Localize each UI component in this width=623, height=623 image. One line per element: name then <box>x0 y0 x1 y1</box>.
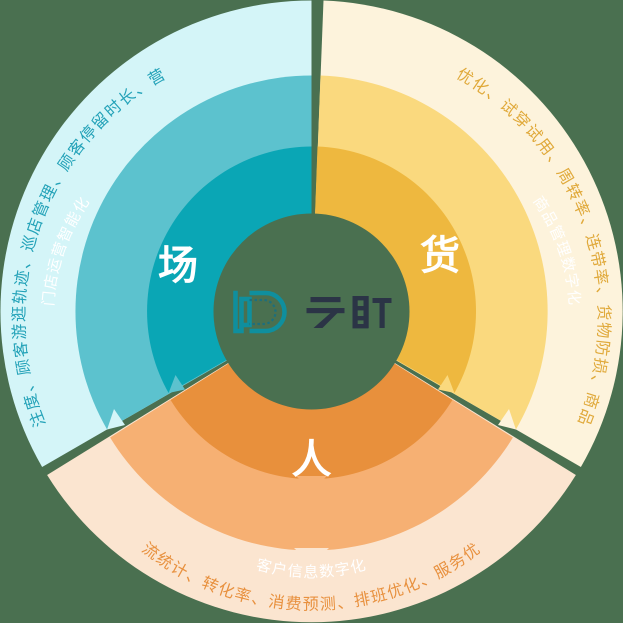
sector-huo-notch-inner <box>438 375 455 393</box>
sector-chang-label: 场 <box>158 243 198 289</box>
sector-ren-notch-outer <box>294 548 329 565</box>
sector-huo-label: 货 <box>420 233 460 279</box>
sector-ren-label: 人 <box>292 437 332 483</box>
sector-ren-notch-inner <box>296 476 327 491</box>
sector-huo-notch-outer <box>498 409 516 430</box>
sector-chang-notch-outer <box>107 409 125 430</box>
sector-chang-notch-inner <box>168 375 185 393</box>
center-hub <box>213 213 410 410</box>
